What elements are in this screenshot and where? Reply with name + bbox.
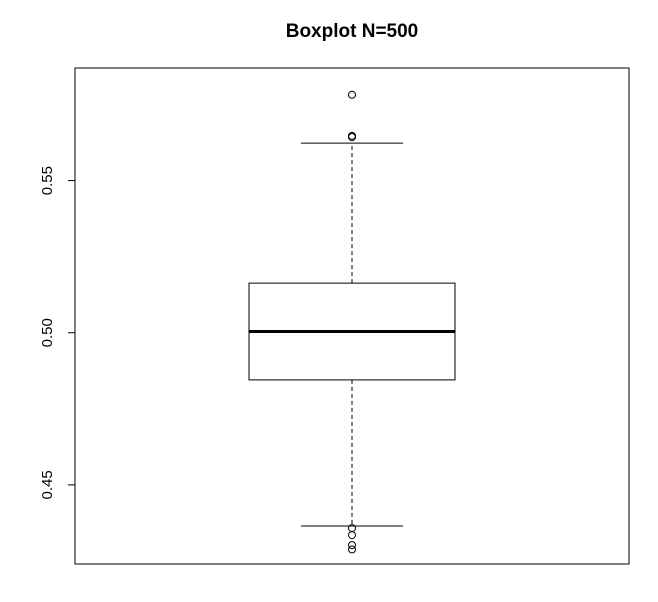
outlier-point xyxy=(348,133,356,142)
y-axis: 0.45 0.50 0.55 xyxy=(39,166,76,499)
outlier-point xyxy=(348,90,356,99)
chart-title: Boxplot N=500 xyxy=(286,21,419,42)
outlier-point xyxy=(348,541,356,550)
y-tick-label: 0.45 xyxy=(39,470,56,499)
y-tick-label: 0.50 xyxy=(39,318,56,347)
outlier-point xyxy=(348,531,356,540)
outlier-point xyxy=(348,545,356,554)
boxplot xyxy=(248,90,456,554)
y-tick-label: 0.55 xyxy=(39,166,56,195)
